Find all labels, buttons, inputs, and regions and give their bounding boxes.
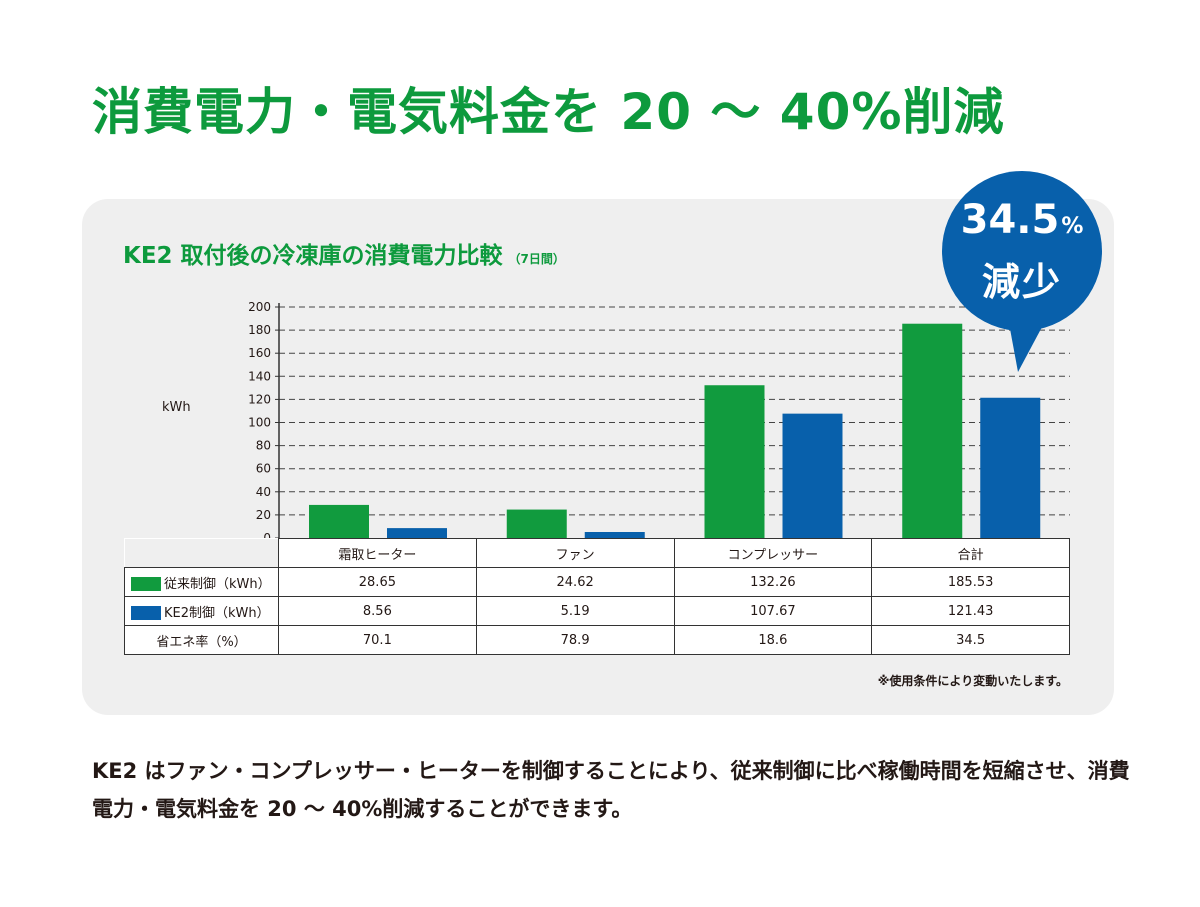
table-row: 従来制御（kWh） 28.65 24.62 132.26 185.53	[124, 567, 1070, 597]
badge-unit: %	[1061, 214, 1084, 239]
bar	[782, 413, 843, 538]
description: KE2 はファン・コンプレッサー・ヒーターを制御することにより、従来制御に比べ稼…	[92, 759, 1130, 821]
table-cell: 34.5	[871, 625, 1070, 655]
y-tick-label: 200	[248, 300, 271, 314]
category-header: 合計	[871, 538, 1070, 568]
y-tick-label: 180	[248, 323, 271, 337]
category-header: コンプレッサー	[673, 538, 873, 568]
table-cell: 121.43	[871, 596, 1070, 626]
reduction-badge: 34.5% 減少	[942, 171, 1102, 331]
table-header-row: 霜取ヒーター ファン コンプレッサー 合計	[124, 538, 1070, 568]
table-cell: 18.6	[673, 625, 873, 655]
row-label-text: 従来制御（kWh）	[164, 576, 271, 592]
data-table: 霜取ヒーター ファン コンプレッサー 合計 従来制御（kWh） 28.65 24…	[124, 538, 1070, 655]
y-tick-label: 160	[248, 346, 271, 360]
y-tick-label: 20	[256, 508, 271, 522]
y-tick-label: 60	[256, 462, 271, 476]
y-axis-label: kWh	[162, 400, 191, 415]
legend-swatch-blue	[131, 606, 161, 620]
y-tick-label: 80	[256, 439, 271, 453]
category-header: ファン	[475, 538, 675, 568]
chart-subtitle: （7日間）	[508, 252, 565, 266]
row-label: 従来制御（kWh）	[124, 567, 279, 597]
headline: 消費電力・電気料金を 20 〜 40%削減	[92, 83, 1005, 141]
bar	[902, 323, 963, 538]
bar	[387, 528, 447, 538]
bar	[309, 504, 369, 538]
footnote: ※使用条件により変動いたします。	[877, 674, 1068, 688]
table-cell: 28.65	[278, 567, 477, 597]
bar	[506, 509, 567, 538]
table-cell: 70.1	[278, 625, 477, 655]
chart-title: KE2 取付後の冷凍庫の消費電力比較 （7日間）	[123, 236, 565, 270]
table-row: 省エネ率（%） 70.1 78.9 18.6 34.5	[124, 625, 1070, 655]
badge-number: 34.5	[960, 197, 1060, 243]
badge-text: 減少	[981, 260, 1062, 304]
table-cell: 8.56	[278, 596, 477, 626]
row-label-text: KE2制御（kWh）	[164, 605, 270, 621]
row-label: 省エネ率（%）	[124, 625, 279, 655]
legend-swatch-green	[131, 577, 161, 591]
category-header: 霜取ヒーター	[278, 538, 477, 568]
table-cell: 78.9	[475, 625, 675, 655]
table-cell: 132.26	[673, 567, 873, 597]
table-row: KE2制御（kWh） 8.56 5.19 107.67 121.43	[124, 596, 1070, 626]
chart-title-text: KE2 取付後の冷凍庫の消費電力比較	[123, 243, 503, 269]
y-tick-label: 40	[256, 485, 271, 499]
bar	[704, 385, 765, 538]
bar	[980, 397, 1041, 538]
table-cell: 185.53	[871, 567, 1070, 597]
y-tick-label: 140	[248, 369, 271, 383]
y-tick-label: 120	[248, 392, 271, 406]
table-cell: 5.19	[475, 596, 675, 626]
table-cell: 24.62	[475, 567, 675, 597]
y-tick-label: 100	[248, 416, 271, 430]
table-corner	[124, 538, 279, 568]
table-cell: 107.67	[673, 596, 873, 626]
badge-value: 34.5%	[942, 197, 1102, 243]
bar	[584, 532, 645, 538]
row-label: KE2制御（kWh）	[124, 596, 279, 626]
